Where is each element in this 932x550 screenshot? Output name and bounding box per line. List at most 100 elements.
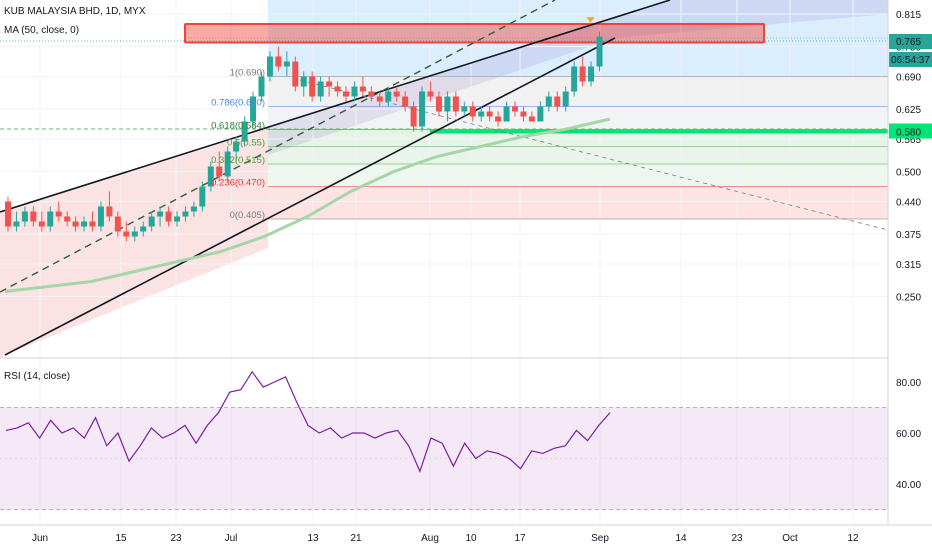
candle[interactable] (495, 111, 502, 127)
candle[interactable] (123, 221, 130, 242)
candle[interactable] (402, 91, 409, 112)
candle[interactable] (21, 206, 28, 227)
candle-body (579, 66, 586, 82)
candle[interactable] (520, 106, 527, 122)
candle[interactable] (241, 116, 248, 147)
candle[interactable] (393, 86, 400, 102)
candle[interactable] (224, 146, 231, 182)
candle[interactable] (72, 216, 79, 232)
candle[interactable] (571, 61, 578, 97)
rsi-legend[interactable]: RSI (14, close) (4, 371, 71, 382)
candle-body (359, 86, 366, 92)
candle[interactable] (157, 206, 164, 227)
time-tick-label: Jul (225, 533, 238, 544)
candle[interactable] (81, 216, 88, 232)
channel-upper-line[interactable] (0, 0, 671, 213)
candle[interactable] (528, 111, 535, 122)
candle[interactable] (64, 211, 71, 227)
candle[interactable] (385, 86, 392, 107)
ma-legend[interactable]: MA (50, close, 0) (4, 25, 80, 36)
candle[interactable] (334, 81, 341, 97)
candle-body (174, 216, 180, 222)
candle[interactable] (554, 91, 561, 112)
candle[interactable] (351, 81, 358, 102)
candle[interactable] (216, 151, 223, 182)
candle[interactable] (55, 201, 62, 222)
candle[interactable] (190, 201, 197, 217)
candle[interactable] (317, 76, 324, 102)
candle-body (334, 86, 341, 92)
candle[interactable] (486, 106, 493, 122)
candle[interactable] (478, 106, 485, 122)
resistance-zone[interactable] (184, 23, 765, 44)
candle[interactable] (359, 76, 366, 97)
candle[interactable] (512, 101, 518, 117)
candle-body (55, 211, 62, 217)
candle[interactable] (266, 51, 273, 82)
candle[interactable] (13, 211, 20, 232)
candle[interactable] (368, 86, 375, 102)
candle-body (30, 211, 37, 222)
candle[interactable] (461, 101, 468, 117)
candle[interactable] (469, 101, 476, 122)
candle[interactable] (452, 91, 459, 117)
candle[interactable] (140, 221, 147, 237)
candle-body (114, 216, 121, 232)
candle[interactable] (309, 71, 316, 102)
price-tick-label: 0.625 (896, 105, 921, 116)
candle[interactable] (131, 226, 138, 242)
candle[interactable] (233, 136, 240, 162)
ma-50-line (4, 117, 611, 293)
candle[interactable] (292, 56, 299, 92)
candle[interactable] (326, 76, 333, 97)
candle[interactable] (97, 201, 104, 232)
candle[interactable] (545, 91, 552, 112)
candle[interactable] (114, 211, 121, 237)
candle[interactable] (427, 81, 434, 102)
candle[interactable] (596, 31, 603, 72)
rsi-tick-label: 80.00 (896, 378, 921, 389)
candle[interactable] (30, 206, 37, 227)
fib-band (268, 186, 888, 219)
symbol-legend[interactable]: KUB MALAYSIA BHD, 1D, MYX (4, 6, 146, 17)
candle[interactable] (562, 86, 569, 112)
time-tick-label: 21 (350, 533, 362, 544)
candle[interactable] (444, 91, 451, 122)
candle[interactable] (207, 161, 214, 192)
candle[interactable] (419, 86, 426, 132)
candle[interactable] (47, 206, 54, 232)
candle-body (64, 216, 71, 222)
candle[interactable] (148, 211, 155, 232)
candle[interactable] (537, 101, 544, 122)
candle-body (123, 231, 130, 237)
candle[interactable] (343, 86, 349, 102)
candle-body (537, 106, 544, 122)
candle[interactable] (250, 91, 257, 127)
channel-lower-line[interactable] (4, 37, 616, 356)
candle[interactable] (503, 101, 510, 122)
candle[interactable] (258, 71, 265, 102)
candle[interactable] (300, 71, 307, 97)
candle[interactable] (435, 91, 442, 117)
candle[interactable] (579, 56, 586, 87)
candle[interactable] (376, 91, 383, 107)
candle[interactable] (410, 101, 417, 132)
candle[interactable] (38, 211, 45, 232)
candle[interactable] (588, 61, 595, 87)
candle[interactable] (283, 51, 290, 77)
candle[interactable] (275, 46, 282, 72)
time-tick-label: 15 (115, 533, 127, 544)
candle-body (596, 36, 603, 67)
candle[interactable] (182, 206, 189, 222)
candle[interactable] (89, 211, 96, 232)
candle[interactable] (106, 191, 113, 222)
candle[interactable] (165, 206, 172, 227)
price-tick-label: 0.565 (896, 135, 921, 146)
candle-body (38, 221, 45, 227)
candle[interactable] (174, 211, 180, 227)
candle[interactable] (199, 181, 206, 212)
fib-label: 0.618(0.584) (211, 121, 265, 132)
candle-body (520, 111, 527, 117)
candle[interactable] (5, 196, 11, 232)
